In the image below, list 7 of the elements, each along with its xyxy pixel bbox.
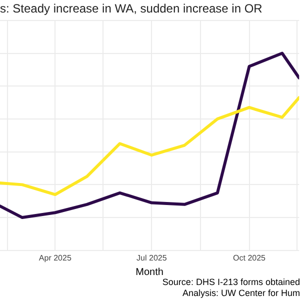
x-tick-label: Jul 2025: [136, 253, 168, 262]
chart-title: s: Steady increase in WA, sudden increase in OR: [0, 2, 263, 16]
text: Analysis: UW Center for Hum: [182, 288, 300, 298]
x-axis-title: Month: [136, 266, 164, 278]
x-tick-label: Apr 2025: [38, 253, 72, 262]
source-note: Source: DHS I-213 forms obtained: [162, 277, 300, 287]
x-tick-label: Oct 2025: [233, 253, 266, 262]
